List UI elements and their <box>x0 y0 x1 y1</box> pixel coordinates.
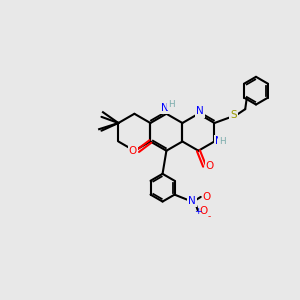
Text: -: - <box>208 212 211 221</box>
Text: O: O <box>129 146 137 156</box>
Text: H: H <box>168 100 174 109</box>
Text: N: N <box>188 196 196 206</box>
Text: O: O <box>206 161 214 171</box>
Text: H: H <box>219 137 225 146</box>
Text: O: O <box>203 192 211 202</box>
Text: N: N <box>196 106 204 116</box>
Text: N: N <box>161 103 169 112</box>
Text: N: N <box>215 136 223 146</box>
Text: +: + <box>194 207 201 216</box>
Text: S: S <box>230 110 237 120</box>
Text: O: O <box>200 206 208 216</box>
